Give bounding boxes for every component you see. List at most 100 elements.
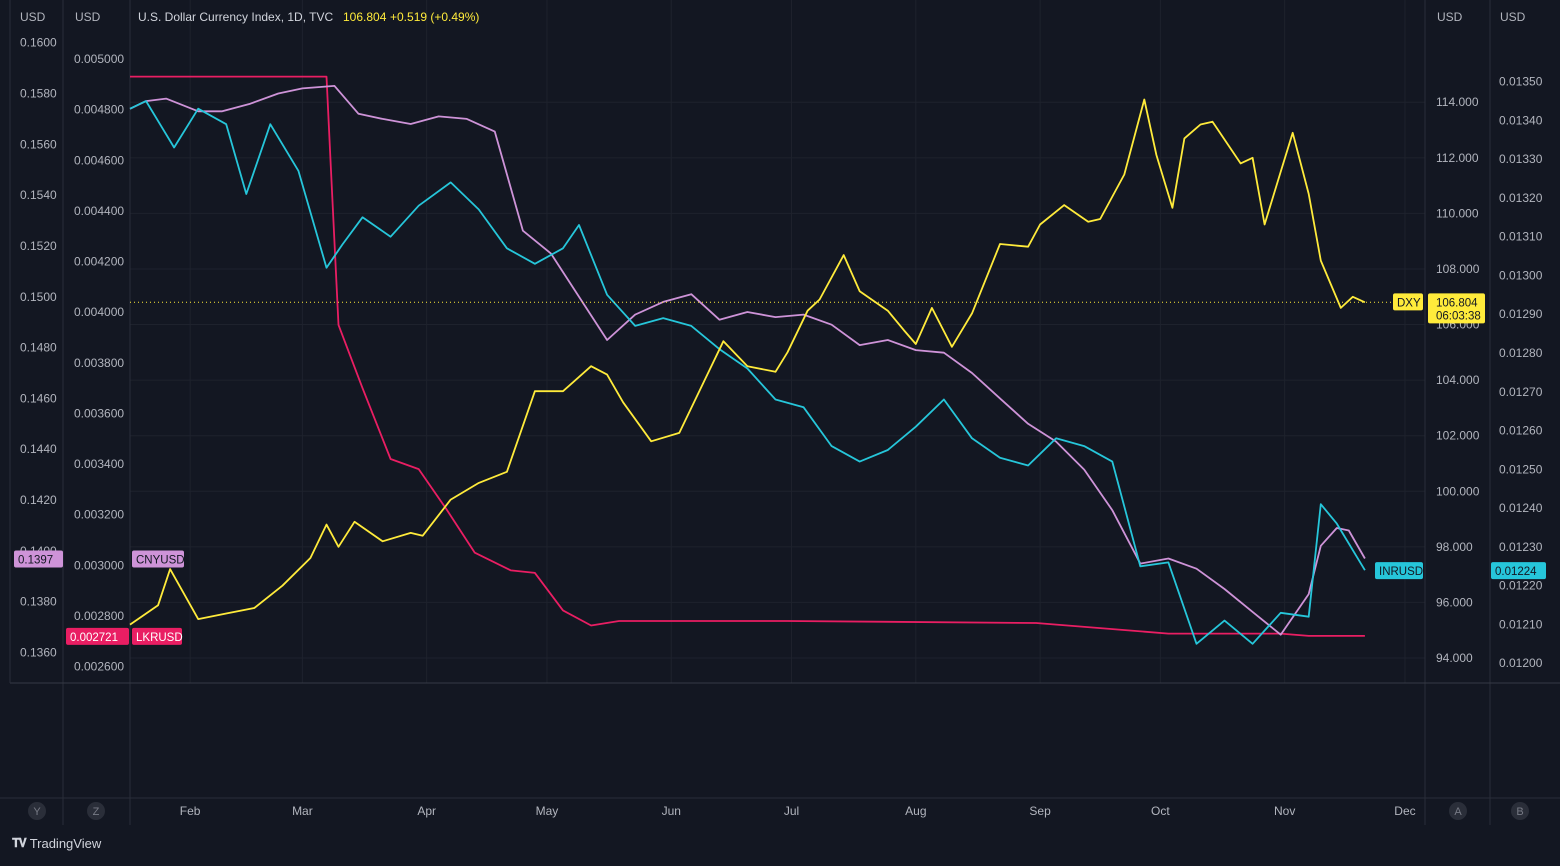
axis-borders bbox=[0, 0, 1560, 825]
grid-lines bbox=[130, 0, 1425, 683]
cny-tick-label: 0.1380 bbox=[20, 595, 57, 609]
lkr-tick-label: 0.004200 bbox=[74, 255, 124, 269]
time-tick-label: Mar bbox=[292, 804, 313, 818]
inrusd-name-tag: INRUSD bbox=[1379, 566, 1423, 578]
inr-tick-label: 0.01320 bbox=[1499, 191, 1543, 205]
series-line-inrusd[interactable] bbox=[129, 100, 1366, 645]
dxy-tick-label: 96.000 bbox=[1436, 595, 1473, 609]
lkr-tick-label: 0.003600 bbox=[74, 406, 124, 420]
inr-tick-label: 0.01290 bbox=[1499, 307, 1543, 321]
dxy-tick-label: 114.000 bbox=[1436, 95, 1479, 109]
series-layer bbox=[129, 75, 1366, 645]
tradingview-logo[interactable]: 𝐓𝐕 TradingView bbox=[12, 836, 101, 851]
dxy-tick-label: 100.000 bbox=[1436, 484, 1480, 498]
series-line-cnyusd[interactable] bbox=[129, 85, 1366, 636]
cnyusd-axis-value-bg bbox=[14, 550, 63, 568]
inr-tick-label: 0.01200 bbox=[1499, 656, 1543, 670]
inr-tick-label: 0.01250 bbox=[1499, 462, 1543, 476]
button-z[interactable]: Z bbox=[93, 806, 100, 818]
time-tick-label: Feb bbox=[180, 804, 201, 818]
inr-tick-label: 0.01280 bbox=[1499, 346, 1543, 360]
dxy-tick-label: 94.000 bbox=[1436, 651, 1473, 665]
inr-tick-label: 0.01340 bbox=[1499, 113, 1543, 127]
dxy-tick-label: 102.000 bbox=[1436, 429, 1480, 443]
series-line-dxy[interactable] bbox=[129, 98, 1366, 626]
cnyusd-name-tag-bg bbox=[132, 550, 184, 568]
time-tick-label: Dec bbox=[1394, 804, 1415, 818]
inr-tick-label: 0.01300 bbox=[1499, 268, 1543, 282]
inr-tick-label: 0.01210 bbox=[1499, 617, 1543, 631]
dxy-tick-label: 104.000 bbox=[1436, 373, 1480, 387]
cny-tick-label: 0.1480 bbox=[20, 341, 57, 355]
lkr-tick-label: 0.004000 bbox=[74, 305, 124, 319]
series-line-lkrusd[interactable] bbox=[130, 75, 1365, 637]
unit-label-inr: USD bbox=[1500, 10, 1526, 24]
cny-tick-label: 0.1600 bbox=[20, 36, 57, 50]
button-y[interactable]: Y bbox=[33, 806, 41, 818]
cny-tick-label: 0.1580 bbox=[20, 87, 57, 101]
cny-tick-label: 0.1540 bbox=[20, 188, 57, 202]
button-z-circle[interactable] bbox=[87, 802, 105, 820]
cny-tick-label: 0.1520 bbox=[20, 239, 57, 253]
inr-tick-label: 0.01270 bbox=[1499, 385, 1543, 399]
dxy-axis-value: 106.804 bbox=[1436, 297, 1478, 309]
cnyusd-name-tag: CNYUSD bbox=[136, 554, 185, 566]
cny-tick-label: 0.1500 bbox=[20, 290, 57, 304]
inrusd-name-tag-bg bbox=[1375, 562, 1423, 580]
header-change: +0.519 (+0.49%) bbox=[390, 10, 479, 24]
dxy-name-tag: DXY bbox=[1397, 297, 1421, 309]
time-tick-label: Jul bbox=[784, 804, 799, 818]
inr-tick-label: 0.01240 bbox=[1499, 501, 1543, 515]
dxy-tick-label: 98.000 bbox=[1436, 540, 1473, 554]
dxy-tick-label: 110.000 bbox=[1436, 206, 1479, 220]
lkr-tick-label: 0.003200 bbox=[74, 508, 124, 522]
button-a-circle[interactable] bbox=[1449, 802, 1467, 820]
axis-corner-buttons: Y Z A B bbox=[28, 802, 1529, 820]
button-b-circle[interactable] bbox=[1511, 802, 1529, 820]
time-tick-label: Apr bbox=[417, 804, 436, 818]
dxy-tick-label: 108.000 bbox=[1436, 262, 1480, 276]
lkr-tick-label: 0.003000 bbox=[74, 558, 124, 572]
inr-tick-label: 0.01220 bbox=[1499, 579, 1543, 593]
lkrusd-axis-value-bg bbox=[66, 627, 129, 645]
button-b[interactable]: B bbox=[1516, 806, 1523, 818]
time-tick-label: Sep bbox=[1029, 804, 1051, 818]
cny-tick-label: 0.1440 bbox=[20, 442, 57, 456]
time-tick-label: Nov bbox=[1274, 804, 1295, 818]
tradingview-logo-icon: 𝐓𝐕 bbox=[12, 835, 27, 850]
footer-bar: 𝐓𝐕 TradingView bbox=[0, 825, 1560, 861]
lkr-tick-label: 0.002800 bbox=[74, 609, 124, 623]
unit-label-dxy: USD bbox=[1437, 10, 1463, 24]
time-tick-label: Aug bbox=[905, 804, 926, 818]
unit-label-lkr: USD bbox=[75, 10, 101, 24]
lkr-tick-label: 0.004800 bbox=[74, 103, 124, 117]
inrusd-axis-value: 0.01224 bbox=[1495, 566, 1537, 578]
lkrusd-axis-value: 0.002721 bbox=[70, 632, 118, 644]
cny-tick-label: 0.1360 bbox=[20, 646, 57, 660]
inr-tick-label: 0.01330 bbox=[1499, 152, 1543, 166]
time-tick-label: May bbox=[536, 804, 559, 818]
cny-tick-label: 0.1460 bbox=[20, 391, 57, 405]
inr-tick-label: 0.01230 bbox=[1499, 540, 1543, 554]
lkr-tick-label: 0.004600 bbox=[74, 153, 124, 167]
inr-tick-label: 0.01260 bbox=[1499, 424, 1543, 438]
lkr-tick-label: 0.003800 bbox=[74, 356, 124, 370]
inr-tick-label: 0.01310 bbox=[1499, 230, 1543, 244]
chart-title[interactable]: U.S. Dollar Currency Index, 1D, TVC bbox=[138, 10, 334, 24]
lkrusd-name-tag: LKRUSD bbox=[136, 632, 183, 644]
cny-tick-label: 0.1560 bbox=[20, 137, 57, 151]
inr-tick-label: 0.01350 bbox=[1499, 75, 1543, 89]
cny-tick-label: 0.1420 bbox=[20, 493, 57, 507]
unit-label-cny: USD bbox=[20, 10, 46, 24]
tradingview-brand: TradingView bbox=[29, 835, 102, 851]
button-y-circle[interactable] bbox=[28, 802, 46, 820]
button-a[interactable]: A bbox=[1454, 806, 1462, 818]
lkr-tick-label: 0.003400 bbox=[74, 457, 124, 471]
lkrusd-name-tag-bg bbox=[132, 627, 182, 645]
time-tick-label: Jun bbox=[662, 804, 681, 818]
cnyusd-axis-value: 0.1397 bbox=[18, 554, 53, 566]
dxy-name-tag-bg bbox=[1393, 293, 1423, 311]
